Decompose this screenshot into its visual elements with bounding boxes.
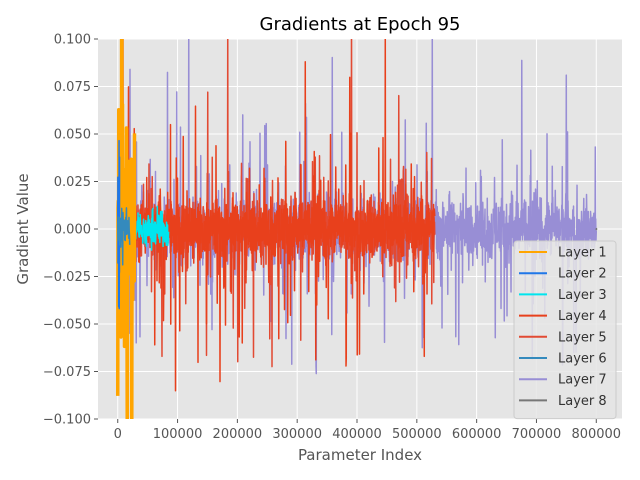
x-tick-label: 0 [114,427,122,442]
legend-label-8: Layer 8 [558,394,607,409]
x-tick-label: 500000 [392,427,442,442]
legend-label-7: Layer 7 [558,373,607,388]
x-tick-label: 600000 [452,427,502,442]
x-axis-label: Parameter Index [298,446,422,464]
legend-label-1: Layer 1 [558,246,607,261]
x-tick-label: 800000 [571,427,621,442]
chart-title: Gradients at Epoch 95 [260,14,461,35]
axis-ticks: 0 100000 200000 300000 400000 500000 600000 700… [43,33,621,443]
legend-label-6: Layer 6 [558,352,607,367]
series-line-4 [116,39,436,392]
y-axis-label: Gradient Value [14,173,32,284]
series-line-1 [115,39,137,419]
x-tick-label: 200000 [213,427,263,442]
y-tick-label: −0.025 [43,270,91,285]
y-tick-label: 0.100 [54,33,91,48]
x-tick-label: 100000 [153,427,203,442]
y-tick-label: 0.075 [54,80,91,95]
x-tick-label: 700000 [512,427,562,442]
y-tick-label: −0.100 [43,413,91,428]
legend-box [513,240,617,420]
series-line-6 [116,207,131,266]
y-tick-label: −0.050 [43,318,91,333]
legend-label-5: Layer 5 [558,330,607,345]
legend-label-2: Layer 2 [558,267,607,282]
legend-label-3: Layer 3 [558,288,607,303]
y-tick-label: 0.000 [54,223,91,238]
x-tick-label: 300000 [272,427,322,442]
y-tick-label: 0.025 [54,175,91,190]
y-tick-label: −0.075 [43,365,91,380]
y-tick-label: 0.050 [54,128,91,143]
x-tick-label: 400000 [332,427,382,442]
legend-label-4: Layer 4 [558,309,607,324]
legend: Layer 1 Layer 2 Layer 3 Layer 4 Layer 5 Layer… [513,240,617,420]
